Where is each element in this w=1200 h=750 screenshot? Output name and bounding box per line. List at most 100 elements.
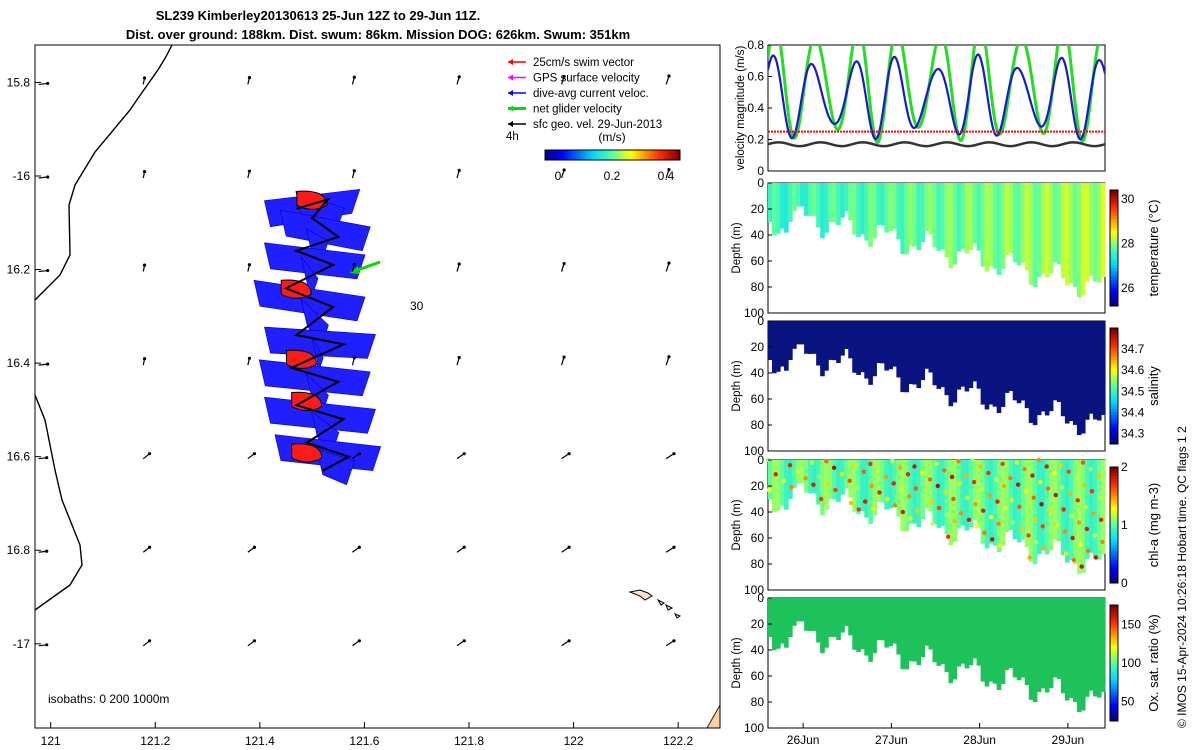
geo-arrow-head — [352, 75, 356, 79]
section-colorbar-swatch — [1110, 475, 1118, 480]
section-colorbar-swatch — [1110, 715, 1118, 719]
section-column — [784, 321, 789, 371]
section-colorbar-swatch — [1110, 406, 1118, 410]
geo-arrow-head — [562, 355, 566, 359]
section-column — [872, 321, 877, 377]
chl-sample — [1098, 517, 1104, 522]
swath-fan — [316, 448, 355, 486]
depth-tick-label: 0 — [757, 453, 764, 467]
chl-sample — [945, 534, 951, 539]
section-column — [908, 598, 914, 662]
chl-sample — [767, 487, 772, 493]
section-column — [828, 321, 833, 360]
section-column — [948, 460, 954, 546]
section-column — [872, 183, 877, 239]
section-panel-oxygen: 0 20 40 60 80 100 Depth (m) 50 100 150 Ox. sat. ra… — [731, 591, 1161, 735]
chl-sample — [817, 474, 823, 480]
section-column — [1016, 460, 1022, 543]
chl-sample — [811, 482, 816, 487]
section-column — [912, 598, 918, 662]
section-colorbar-swatch — [1110, 377, 1118, 381]
section-column — [904, 460, 910, 532]
chl-sample — [1037, 479, 1043, 485]
section-column — [932, 460, 938, 525]
map-ytick-label: 16.2 — [7, 263, 31, 277]
chl-sample — [1083, 504, 1088, 509]
section-colorbar-swatch — [1110, 210, 1118, 214]
section-column — [928, 598, 934, 650]
section-column — [1028, 598, 1034, 700]
island-corner — [706, 704, 720, 728]
depth-tick-label: 60 — [751, 531, 765, 545]
section-column — [908, 321, 914, 385]
section-column — [816, 460, 821, 505]
map-colorbar-swatch — [554, 150, 557, 160]
section-column — [984, 183, 990, 272]
section-colorbar-label: chl-a (mg m-3) — [1146, 483, 1161, 568]
chl-sample — [978, 464, 983, 469]
chl-sample — [1023, 489, 1029, 494]
section-column — [940, 183, 946, 250]
section-colorbar-swatch — [1110, 498, 1118, 503]
section-column — [1008, 321, 1014, 391]
section-column — [1004, 183, 1010, 255]
section-column — [1052, 183, 1058, 263]
depth-tick-label: 0 — [757, 176, 764, 190]
section-colorbar-swatch — [1110, 631, 1118, 635]
depth-tick-label: 100 — [744, 721, 764, 735]
geo-arrow-head — [142, 169, 147, 174]
section-colorbar-swatch — [1110, 342, 1118, 346]
map-xtick-label: 121.4 — [245, 734, 275, 748]
section-column — [1012, 460, 1018, 540]
section-column — [1036, 598, 1042, 693]
section-column — [1032, 460, 1038, 565]
velocity-series-blue — [768, 53, 1105, 141]
section-column — [988, 321, 994, 405]
section-colorbar-swatch — [1110, 195, 1118, 200]
map-colorbar-swatch — [574, 150, 577, 160]
section-colorbar-frame — [1109, 604, 1119, 722]
section-column — [892, 598, 897, 644]
map-colorbar-swatch — [608, 150, 611, 160]
section-colorbar-swatch — [1110, 409, 1118, 413]
map-colorbar-swatch — [639, 150, 643, 160]
chl-sample — [869, 483, 874, 489]
map-colorbar-swatch — [623, 150, 627, 160]
chl-sample — [1040, 524, 1045, 529]
section-colorbar-swatch — [1110, 233, 1118, 237]
chl-sample — [781, 478, 786, 483]
section-colorbar-swatch — [1110, 224, 1118, 229]
geo-arrow-head — [45, 643, 49, 647]
section-column — [976, 460, 982, 528]
chl-sample — [982, 530, 987, 535]
depth-tick-label: 100 — [744, 444, 764, 458]
map-xtick-label: 122 — [564, 734, 584, 748]
section-column — [904, 598, 910, 670]
section-column — [1084, 321, 1090, 420]
section-column — [812, 460, 817, 493]
velocity-plot — [768, 45, 1105, 148]
section-column — [796, 321, 801, 345]
chl-sample — [773, 472, 778, 477]
chl-sample — [1075, 498, 1080, 503]
section-column — [896, 460, 901, 517]
section-column — [812, 321, 817, 354]
geo-arrow-head — [46, 175, 50, 179]
section-column — [864, 460, 869, 518]
chl-sample — [970, 457, 975, 463]
section-column — [884, 183, 889, 233]
section-column — [832, 183, 837, 223]
chl-sample — [803, 476, 808, 481]
map-colorbar-swatch — [590, 150, 593, 160]
map-ytick-label: -17 — [13, 637, 31, 651]
chl-sample — [1096, 473, 1101, 478]
map-frame — [34, 44, 721, 729]
section-column — [796, 598, 801, 622]
chl-sample — [831, 465, 837, 470]
map-colorbar-tick: 0.4 — [658, 169, 675, 183]
geo-arrow-head — [667, 355, 671, 359]
section-column — [904, 183, 910, 255]
section-column — [912, 460, 918, 524]
section-colorbar-frame — [1109, 327, 1119, 445]
chl-sample — [964, 473, 969, 478]
